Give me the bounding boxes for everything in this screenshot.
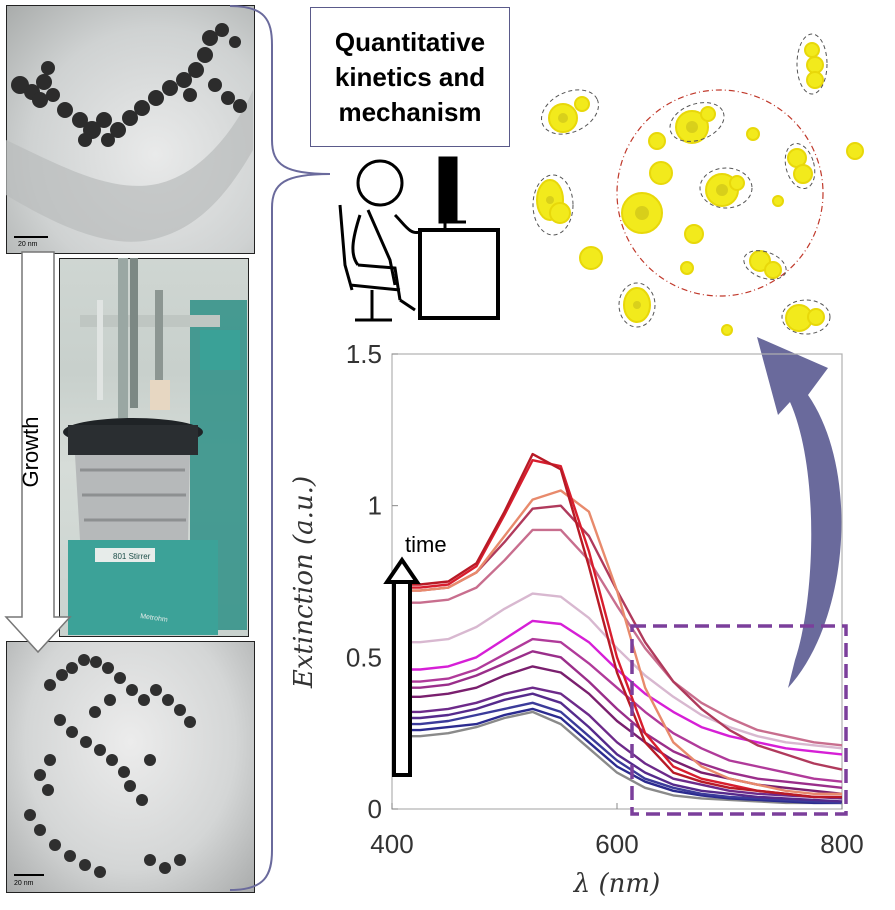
series-line-4 xyxy=(392,692,843,803)
tem-bottom-particles xyxy=(24,654,196,878)
series-line-8 xyxy=(392,637,843,783)
series-line-11 xyxy=(392,528,843,747)
growth-arrow xyxy=(4,251,72,654)
y-tick-label: 1.5 xyxy=(346,339,382,369)
highlight-box xyxy=(630,624,848,816)
series-line-1 xyxy=(392,710,842,805)
y-axis-label: Extinction (a.u.) xyxy=(289,476,319,689)
stirrer-label: 801 Stirrer xyxy=(113,552,151,561)
curly-brace xyxy=(229,5,331,891)
tem-top-scale-label: 20 nm xyxy=(18,241,38,248)
callout-title: Quantitative kinetics and mechanism xyxy=(334,26,486,127)
y-tick-label: 0 xyxy=(368,794,382,824)
callout-title-box: Quantitative kinetics and mechanism xyxy=(310,7,510,147)
x-tick-label: 600 xyxy=(595,829,638,859)
x-axis-label: λ (nm) xyxy=(573,869,660,899)
series-line-3 xyxy=(392,701,843,805)
y-tick-label: 1 xyxy=(368,491,382,521)
tem-top-particles xyxy=(6,23,253,242)
series-line-5 xyxy=(392,686,843,800)
series-line-15 xyxy=(392,452,842,799)
series-line-2 xyxy=(392,707,842,805)
time-annotation: time xyxy=(405,532,447,557)
series-line-10 xyxy=(392,592,843,750)
growth-label: Growth xyxy=(18,417,43,488)
extinction-chart: 400 600 800 0 0.5 1 1.5 xyxy=(346,339,864,859)
brand-label: Metrohm xyxy=(140,613,168,624)
curved-arrow xyxy=(757,337,842,688)
reactor-apparatus xyxy=(63,258,247,635)
tem-bottom-scale-label: 20 nm xyxy=(14,880,34,887)
series-line-7 xyxy=(392,650,843,789)
y-tick-label: 0.5 xyxy=(346,642,382,672)
time-arrow xyxy=(383,556,421,777)
x-tick-label: 800 xyxy=(820,829,863,859)
x-tick-label: 400 xyxy=(370,829,413,859)
person-computer-icon xyxy=(338,156,500,322)
series-line-13 xyxy=(392,489,842,795)
nanoparticle-mechanism xyxy=(532,33,864,336)
